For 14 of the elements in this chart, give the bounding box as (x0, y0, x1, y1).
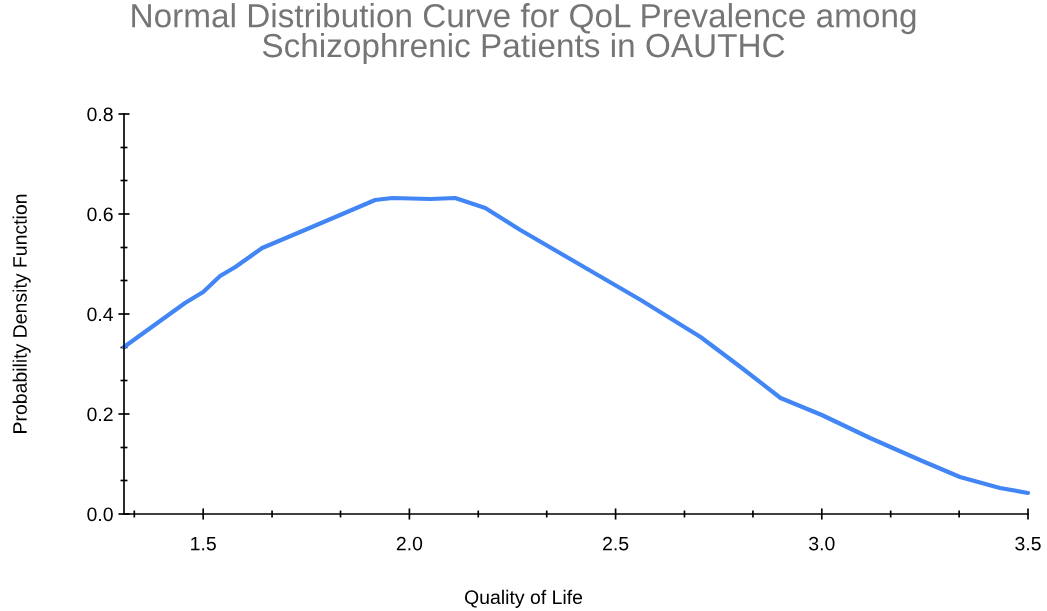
y-tick-label: 0.4 (87, 307, 114, 322)
x-tick-label: 2.5 (603, 536, 629, 551)
y-tick-label: 0.0 (87, 507, 113, 522)
x-tick-label: 2.0 (396, 536, 423, 551)
y-tick-label: 0.8 (87, 107, 113, 122)
chart-title: Normal Distribution Curve for QoL Prevalence among Schizophrenic Patients in OAUTHC (132, 3, 916, 64)
y-tick-label: 0.2 (87, 407, 113, 422)
y-axis-title: Probability Density Function (12, 194, 31, 433)
line-series (121, 195, 1031, 496)
x-tick-label: 1.5 (191, 536, 216, 551)
x-tick-label: 3.5 (1015, 536, 1041, 551)
x-tick-label: 3.0 (809, 536, 835, 551)
y-tick-label: 0.6 (87, 207, 113, 222)
x-axis-title: Quality of Life (464, 589, 583, 608)
